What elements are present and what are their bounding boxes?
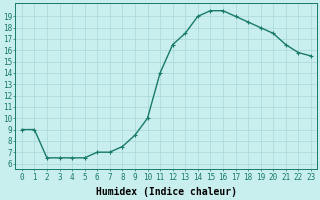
X-axis label: Humidex (Indice chaleur): Humidex (Indice chaleur) [96,187,237,197]
